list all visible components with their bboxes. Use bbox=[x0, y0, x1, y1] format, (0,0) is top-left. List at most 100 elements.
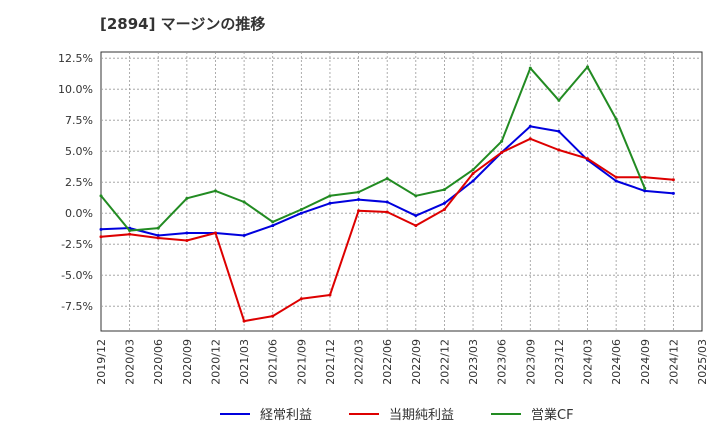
data-point bbox=[213, 231, 217, 235]
x-tick-label: 2021/06 bbox=[267, 339, 280, 385]
series-2 bbox=[99, 137, 675, 323]
x-tick-label: 2022/03 bbox=[353, 339, 366, 385]
plot-area bbox=[100, 51, 703, 332]
x-tick-label: 2023/09 bbox=[524, 339, 537, 385]
data-point bbox=[242, 200, 246, 204]
legend-label: 経常利益 bbox=[260, 408, 312, 423]
data-point bbox=[299, 207, 303, 211]
data-point bbox=[156, 226, 160, 230]
data-point bbox=[357, 198, 361, 202]
data-point bbox=[385, 176, 389, 180]
data-point bbox=[299, 211, 303, 215]
x-tick-label: 2023/12 bbox=[553, 339, 566, 385]
x-tick-label: 2021/09 bbox=[295, 339, 308, 385]
x-tick-label: 2022/09 bbox=[410, 339, 423, 385]
y-tick-label: 12.5% bbox=[58, 52, 93, 65]
x-tick-label: 2025/03 bbox=[696, 339, 709, 385]
y-tick-label: -5.0% bbox=[61, 269, 93, 282]
x-tick-label: 2019/12 bbox=[95, 339, 108, 385]
data-point bbox=[614, 117, 618, 121]
legend: 経常利益 当期純利益 営業CF bbox=[220, 407, 574, 423]
data-point bbox=[500, 150, 504, 154]
data-point bbox=[557, 148, 561, 152]
data-point bbox=[242, 319, 246, 323]
x-tick-label: 2023/03 bbox=[467, 339, 480, 385]
data-point bbox=[156, 236, 160, 240]
data-point bbox=[414, 224, 418, 228]
data-point bbox=[185, 231, 189, 235]
data-point bbox=[586, 65, 590, 69]
data-point bbox=[128, 232, 132, 236]
data-point bbox=[271, 224, 275, 228]
y-tick-label: 5.0% bbox=[65, 145, 93, 158]
data-point bbox=[271, 314, 275, 318]
data-point bbox=[414, 214, 418, 218]
data-point bbox=[471, 179, 475, 183]
data-point bbox=[643, 186, 647, 190]
x-tick-label: 2024/09 bbox=[639, 339, 652, 385]
x-tick-label: 2022/06 bbox=[381, 339, 394, 385]
data-point bbox=[328, 293, 332, 297]
data-point bbox=[671, 178, 675, 182]
data-point bbox=[442, 188, 446, 192]
data-point bbox=[185, 196, 189, 200]
data-point bbox=[299, 297, 303, 301]
data-point bbox=[156, 234, 160, 238]
data-point bbox=[471, 172, 475, 176]
chart-title: [2894] マージンの推移 bbox=[100, 15, 265, 33]
series-3 bbox=[99, 65, 647, 233]
x-tick-label: 2024/03 bbox=[582, 339, 595, 385]
legend-label: 当期純利益 bbox=[389, 408, 454, 423]
legend-label: 営業CF bbox=[531, 407, 574, 423]
data-point bbox=[557, 129, 561, 133]
legend-item-2: 当期純利益 bbox=[349, 408, 454, 423]
x-tick-label: 2024/06 bbox=[610, 339, 623, 385]
x-tick-label: 2020/12 bbox=[209, 339, 222, 385]
x-tick-label: 2021/03 bbox=[238, 339, 251, 385]
x-tick-label: 2020/03 bbox=[124, 339, 137, 385]
data-point bbox=[357, 209, 361, 213]
data-point bbox=[528, 137, 532, 141]
data-point bbox=[328, 201, 332, 205]
legend-item-1: 経常利益 bbox=[220, 408, 312, 423]
legend-item-3: 営業CF bbox=[491, 407, 574, 423]
data-point bbox=[471, 168, 475, 172]
data-point bbox=[271, 220, 275, 224]
x-tick-label: 2020/09 bbox=[181, 339, 194, 385]
data-point bbox=[242, 234, 246, 238]
y-tick-label: -2.5% bbox=[61, 238, 93, 251]
data-point bbox=[528, 66, 532, 70]
data-point bbox=[328, 194, 332, 198]
data-point bbox=[500, 139, 504, 143]
data-point bbox=[614, 179, 618, 183]
x-tick-label: 2024/12 bbox=[667, 339, 680, 385]
x-tick-label: 2020/06 bbox=[152, 339, 165, 385]
data-point bbox=[385, 200, 389, 204]
data-point bbox=[99, 227, 103, 231]
data-point bbox=[643, 189, 647, 193]
data-point bbox=[557, 98, 561, 102]
data-point bbox=[99, 235, 103, 239]
data-point bbox=[442, 207, 446, 211]
x-tick-label: 2021/12 bbox=[324, 339, 337, 385]
y-tick-label: 10.0% bbox=[58, 83, 93, 96]
data-point bbox=[385, 210, 389, 214]
y-tick-label: 7.5% bbox=[65, 114, 93, 127]
y-tick-label: 2.5% bbox=[65, 176, 93, 189]
grid bbox=[101, 52, 702, 331]
x-tick-label: 2022/12 bbox=[438, 339, 451, 385]
data-point bbox=[643, 175, 647, 179]
series-line bbox=[100, 65, 646, 232]
data-point bbox=[414, 194, 418, 198]
data-point bbox=[99, 194, 103, 198]
data-point bbox=[213, 189, 217, 193]
data-point bbox=[357, 190, 361, 194]
x-tick-label: 2023/06 bbox=[496, 339, 509, 385]
data-point bbox=[185, 238, 189, 242]
data-point bbox=[442, 201, 446, 205]
data-point bbox=[614, 175, 618, 179]
data-point bbox=[128, 229, 132, 233]
data-point bbox=[586, 157, 590, 161]
y-tick-label: -7.5% bbox=[61, 300, 93, 313]
